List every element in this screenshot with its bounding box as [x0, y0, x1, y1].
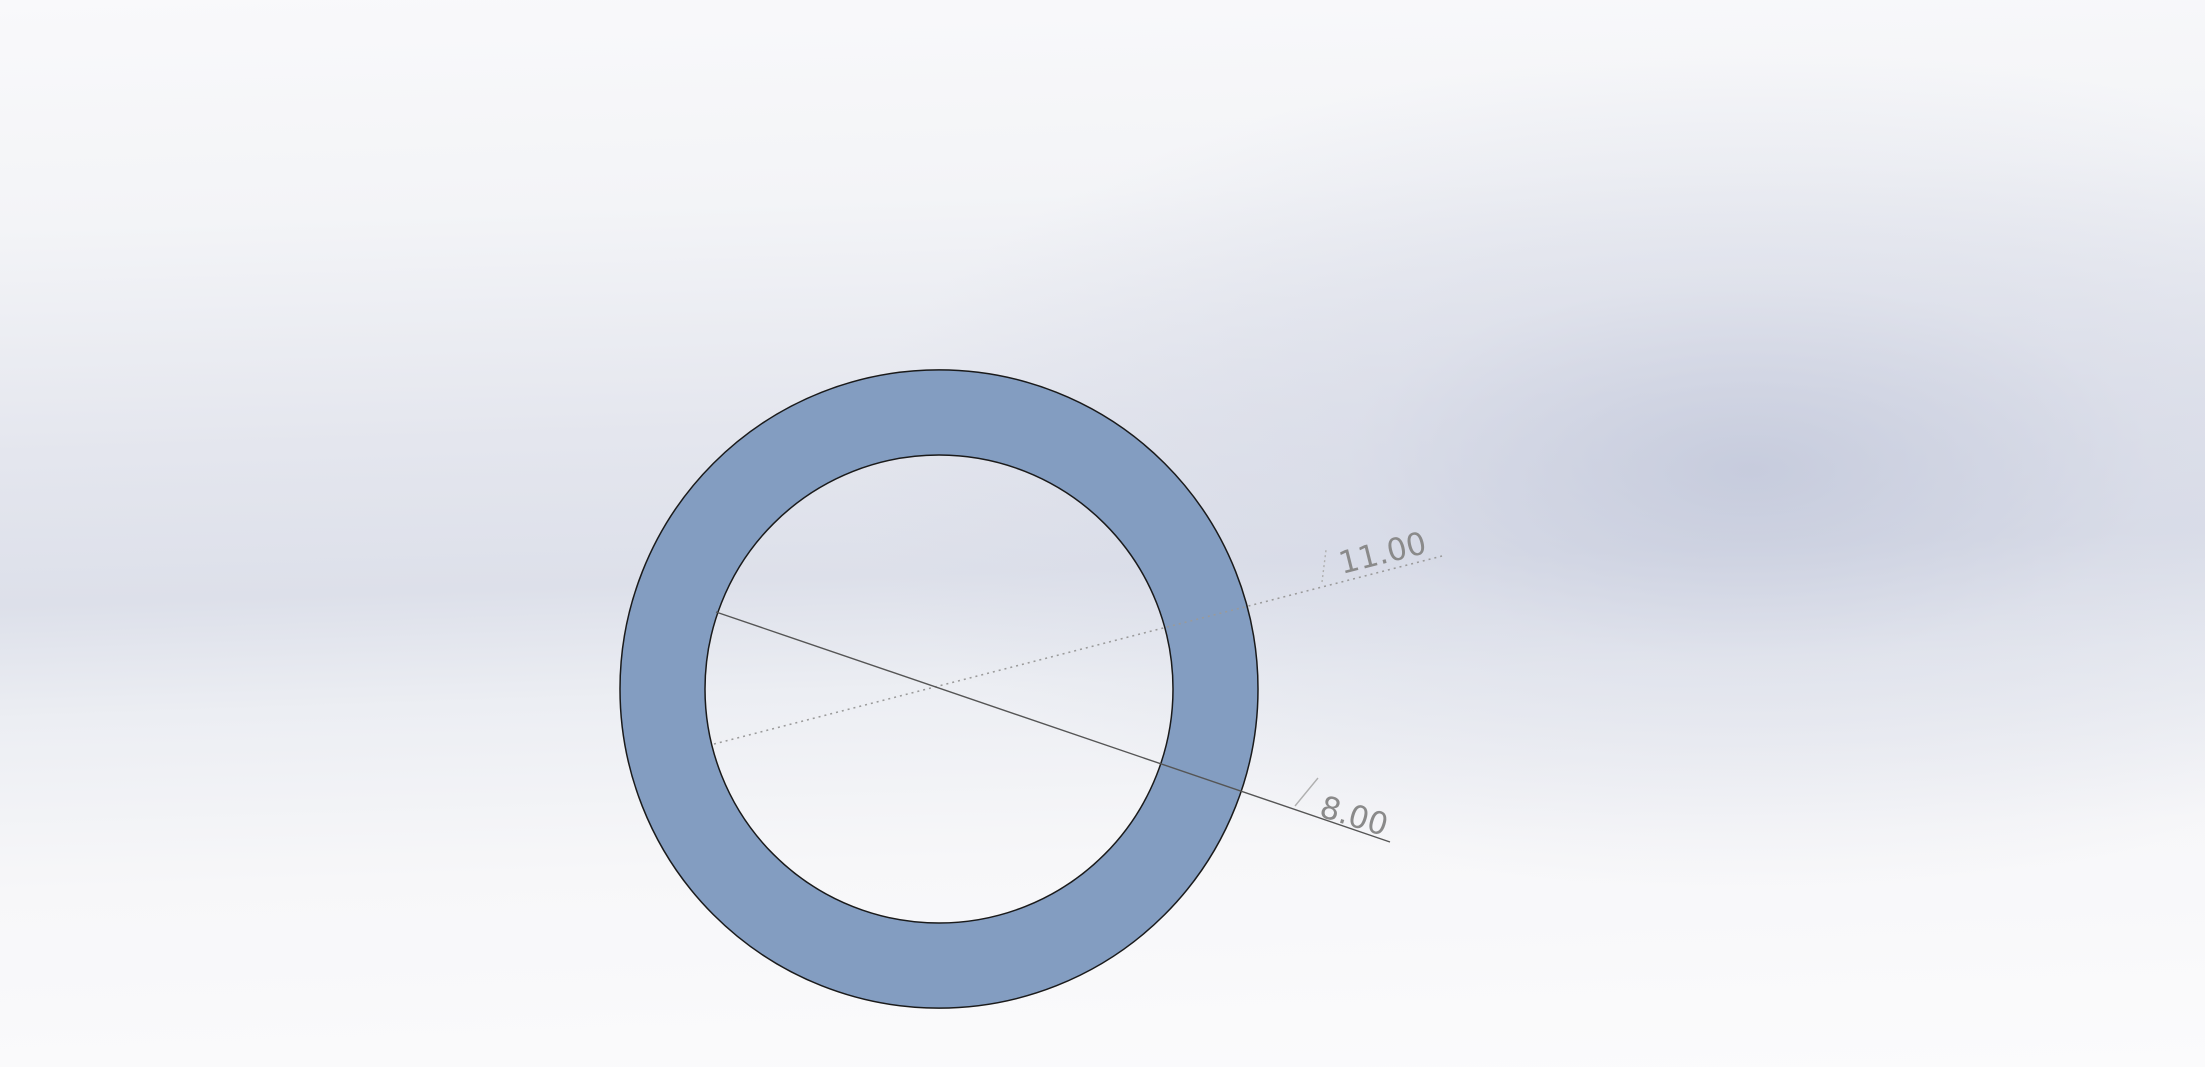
outer-diameter-dimension[interactable]: 11.00: [713, 525, 1443, 745]
inner-diameter-label: 8.00: [1316, 789, 1393, 844]
outer-diameter-label: 11.00: [1335, 525, 1430, 581]
ring-face[interactable]: [619, 369, 1259, 1009]
outer-diameter-leader-tick: [1321, 549, 1327, 583]
inner-diameter-dimension[interactable]: 8.00: [715, 611, 1393, 844]
outer-diameter-line: [713, 555, 1443, 745]
inner-diameter-line: [715, 611, 1391, 843]
inner-diameter-leader-tick: [1294, 777, 1319, 807]
